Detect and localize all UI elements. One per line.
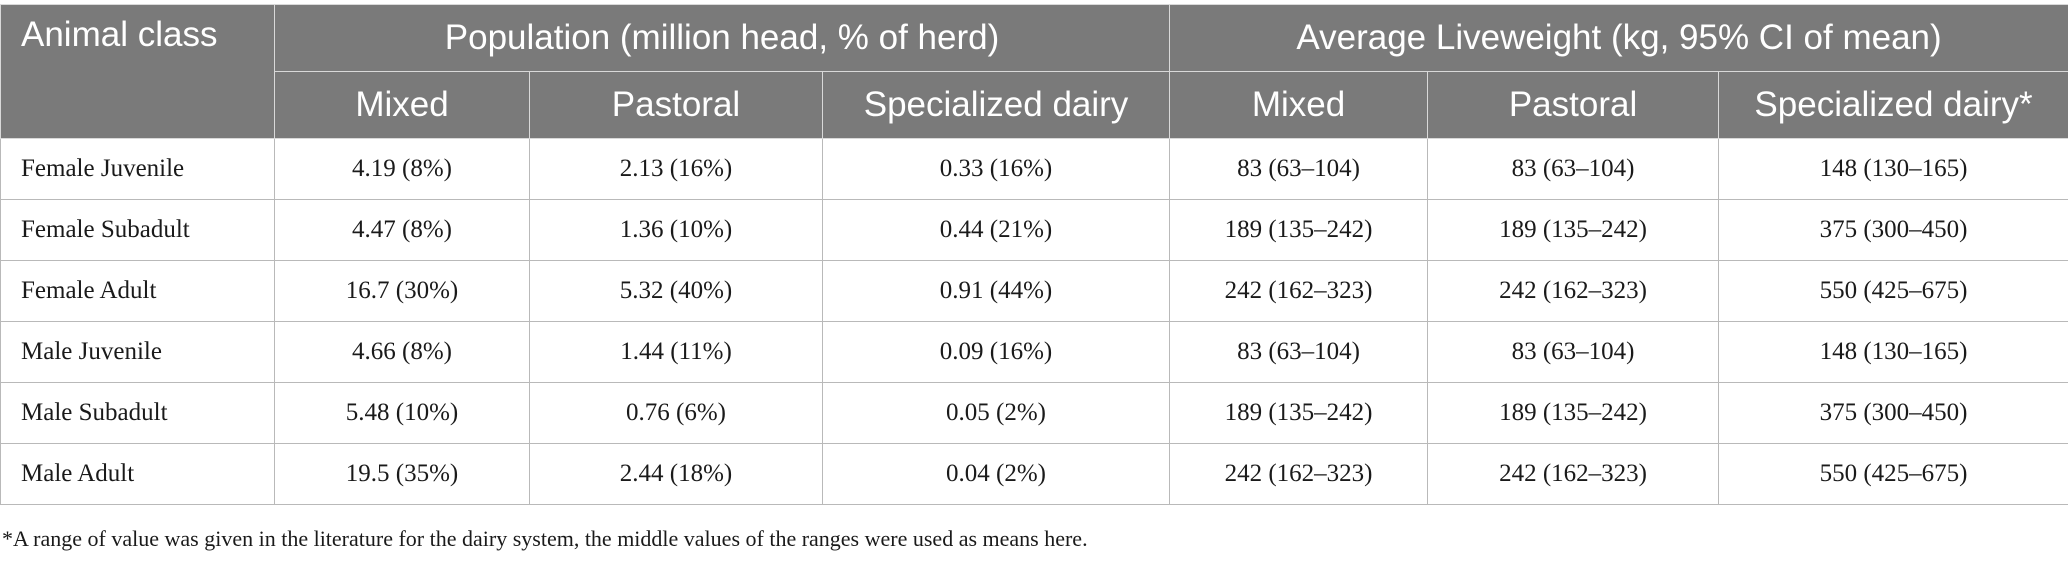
table-cell: 5.32 (40%) [529,260,823,322]
table-cell: 242 (162–323) [1427,443,1720,505]
table-row: Male Juvenile 4.66 (8%) 1.44 (11%) 0.09 … [0,321,2068,383]
table-cell: 19.5 (35%) [274,443,530,505]
table-row: Male Adult 19.5 (35%) 2.44 (18%) 0.04 (2… [0,443,2068,505]
table-cell: 0.91 (44%) [821,260,1171,322]
table-cell: 16.7 (30%) [274,260,530,322]
table-header: Animal class Population (million head, %… [0,4,2068,139]
table-cell: 4.19 (8%) [274,138,530,200]
table-cell: 242 (162–323) [1169,260,1429,322]
table-cell: 242 (162–323) [1169,443,1429,505]
table-footnote: *A range of value was given in the liter… [2,526,1088,551]
table-cell: 0.04 (2%) [821,443,1171,505]
row-label: Male Adult [0,443,275,505]
table-cell: 375 (300–450) [1718,382,2068,444]
liveweight-mixed-header: Mixed [1169,71,1429,139]
liveweight-dairy-header: Specialized dairy* [1718,71,2068,139]
table-cell: 83 (63–104) [1169,138,1429,200]
table-row: Female Juvenile 4.19 (8%) 2.13 (16%) 0.3… [0,138,2068,200]
population-pastoral-header: Pastoral [529,71,823,139]
table-cell: 0.33 (16%) [821,138,1171,200]
table-cell: 1.36 (10%) [529,199,823,261]
table-cell: 148 (130–165) [1718,138,2068,200]
data-table: Animal class Population (million head, %… [0,4,2068,505]
liveweight-group-header: Average Liveweight (kg, 95% CI of mean) [1169,4,2068,72]
population-mixed-header: Mixed [274,71,530,139]
table-row: Female Adult 16.7 (30%) 5.32 (40%) 0.91 … [0,260,2068,322]
table-cell: 83 (63–104) [1427,138,1720,200]
row-label: Female Subadult [0,199,275,261]
table-cell: 4.47 (8%) [274,199,530,261]
table-cell: 0.05 (2%) [821,382,1171,444]
table-cell: 189 (135–242) [1169,199,1429,261]
table-cell: 5.48 (10%) [274,382,530,444]
table-cell: 189 (135–242) [1427,199,1720,261]
header-row-subcolumns: Mixed Pastoral Specialized dairy Mixed P… [1,71,2068,139]
animal-class-header: Animal class [0,4,275,139]
table-cell: 0.76 (6%) [529,382,823,444]
table-row: Male Subadult 5.48 (10%) 0.76 (6%) 0.05 … [0,382,2068,444]
table-cell: 83 (63–104) [1427,321,1720,383]
table-cell: 2.44 (18%) [529,443,823,505]
table-cell: 375 (300–450) [1718,199,2068,261]
table-cell: 83 (63–104) [1169,321,1429,383]
row-label: Female Adult [0,260,275,322]
table-cell: 1.44 (11%) [529,321,823,383]
table-cell: 2.13 (16%) [529,138,823,200]
table-cell: 148 (130–165) [1718,321,2068,383]
table-row: Female Subadult 4.47 (8%) 1.36 (10%) 0.4… [0,199,2068,261]
table-cell: 189 (135–242) [1169,382,1429,444]
table-cell: 550 (425–675) [1718,443,2068,505]
table-cell: 4.66 (8%) [274,321,530,383]
table-cell: 0.09 (16%) [821,321,1171,383]
row-label: Male Juvenile [0,321,275,383]
population-dairy-header: Specialized dairy [821,71,1171,139]
liveweight-pastoral-header: Pastoral [1427,71,1720,139]
table-body: Female Juvenile 4.19 (8%) 2.13 (16%) 0.3… [0,138,2068,505]
population-group-header: Population (million head, % of herd) [273,4,1171,72]
header-row-groups: Animal class Population (million head, %… [0,4,2068,139]
table-cell: 242 (162–323) [1427,260,1720,322]
row-label: Female Juvenile [0,138,275,200]
table-cell: 550 (425–675) [1718,260,2068,322]
table-cell: 189 (135–242) [1427,382,1720,444]
table-cell: 0.44 (21%) [821,199,1171,261]
row-label: Male Subadult [0,382,275,444]
